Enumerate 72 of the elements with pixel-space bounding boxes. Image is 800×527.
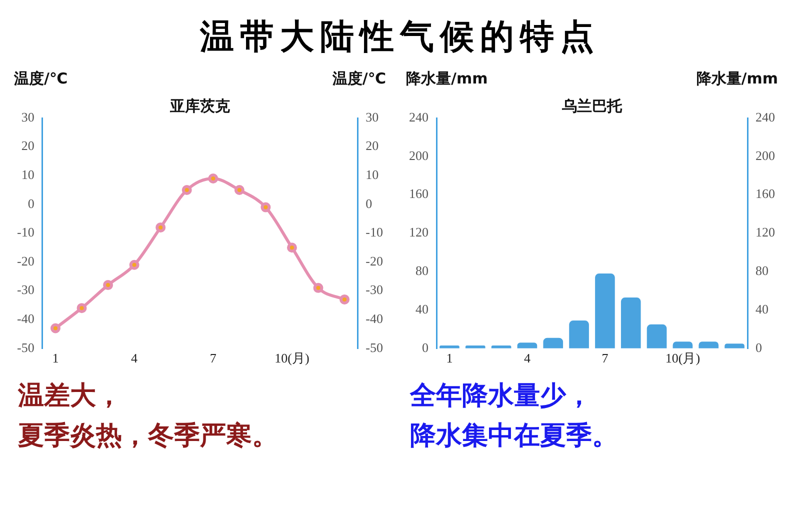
y2-tick-label: -30	[366, 282, 384, 298]
bar	[517, 342, 538, 348]
point	[129, 260, 140, 270]
x-tick-label: 10(月)	[665, 350, 700, 366]
x-tick-label: 1	[446, 350, 453, 366]
y-tick-label: 80	[416, 263, 428, 278]
y2-tick-label: -40	[366, 311, 384, 326]
y2-tick-label: 10	[366, 167, 379, 182]
chart-subtitle: 亚库茨克	[169, 96, 231, 115]
y2-tick-label: -50	[366, 340, 384, 355]
bar	[646, 324, 667, 348]
point	[50, 323, 60, 334]
y2-tick-label: 80	[756, 263, 768, 278]
text: 夏季炎热，冬季严寒。	[18, 420, 279, 453]
y2-tick-label: 200	[756, 148, 775, 163]
point	[182, 185, 192, 195]
point	[234, 185, 244, 195]
y2-tick-label: 160	[756, 186, 775, 202]
chart-subtitle: 乌兰巴托	[561, 96, 623, 115]
y2-tick-label: 40	[756, 301, 768, 316]
y-axis-title: 降水量/mm	[406, 69, 488, 88]
y-tick-label: 0	[28, 196, 34, 211]
y-tick-label: 200	[409, 148, 428, 163]
y2-tick-label: 0	[756, 340, 762, 355]
y-tick-label: -30	[16, 282, 34, 298]
bar	[620, 298, 641, 348]
y-tick-label: 120	[409, 224, 428, 240]
y-tick-label: -10	[16, 224, 34, 240]
y-tick-label: 20	[21, 138, 34, 154]
y-tick-label: 10	[21, 167, 34, 182]
bar	[724, 344, 744, 348]
x-tick-label: 4	[131, 350, 138, 366]
x-tick-label: 4	[524, 350, 531, 366]
y-tick-label: -40	[16, 311, 34, 326]
x-tick-label: 10(月)	[274, 350, 310, 366]
point	[76, 303, 87, 314]
x-tick-label: 7	[602, 350, 609, 366]
point	[103, 280, 114, 290]
bar	[698, 342, 719, 348]
point	[208, 173, 218, 184]
y2-tick-label: -20	[366, 253, 384, 268]
y-tick-label: 30	[21, 109, 34, 124]
point	[286, 242, 297, 253]
point	[340, 294, 350, 304]
y2-axis-title: 降水量/mm	[696, 69, 778, 88]
point	[156, 222, 166, 232]
y2-tick-label: 0	[366, 196, 372, 211]
y2-tick-label: 240	[756, 109, 775, 124]
y2-tick-label: 30	[366, 109, 379, 124]
chart-title: 温带大陆性气候的特点	[198, 16, 601, 59]
bar	[569, 320, 589, 348]
point	[313, 282, 324, 293]
x-tick-label: 1	[52, 350, 59, 366]
y-tick-label: -50	[16, 340, 34, 355]
bar	[595, 274, 615, 348]
bar	[672, 342, 693, 348]
x-tick-label: 7	[210, 350, 217, 366]
y-tick-label: 240	[409, 109, 428, 124]
text: 温差大，	[18, 380, 123, 413]
y-axis-title: 温度/℃	[13, 69, 68, 88]
y2-axis-title: 温度/℃	[331, 69, 386, 88]
y2-tick-label: -10	[366, 224, 384, 240]
text: 全年降水量少，	[410, 380, 593, 413]
bar	[543, 338, 564, 348]
y-tick-label: -20	[16, 253, 34, 268]
y2-tick-label: 120	[756, 224, 775, 240]
point	[260, 202, 271, 212]
y-tick-label: 0	[422, 340, 428, 355]
y-tick-label: 40	[416, 301, 428, 316]
text: 降水集中在夏季。	[410, 420, 619, 453]
y-tick-label: 160	[409, 186, 428, 202]
y2-tick-label: 20	[366, 138, 379, 154]
